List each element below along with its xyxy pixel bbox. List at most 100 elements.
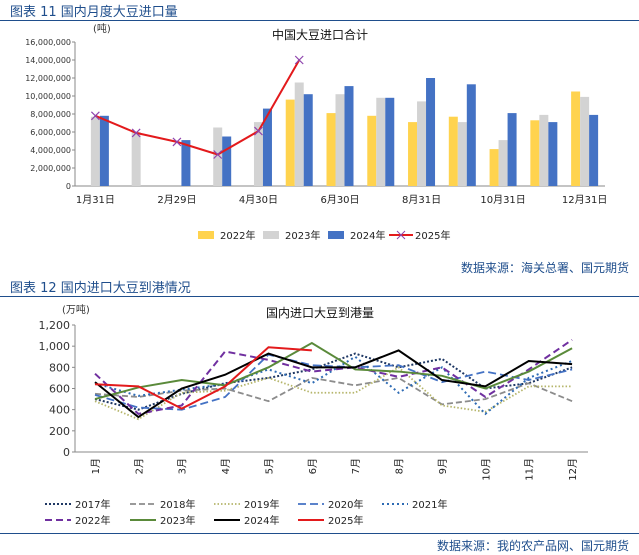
bar-2024年	[181, 140, 191, 186]
legend-label: 2018年	[160, 498, 195, 511]
y-tick-label: 14,000,000	[25, 56, 71, 65]
marker-2025	[254, 126, 263, 136]
series-line-2025年	[94, 346, 312, 410]
bar-2022年	[571, 91, 581, 186]
y-tick-label: 6,000,000	[30, 128, 71, 137]
marker-2025	[172, 137, 182, 147]
series-line-2023年	[94, 341, 573, 401]
legend-marker	[396, 230, 406, 240]
bar-2023年	[294, 82, 304, 186]
bar-2024年	[548, 122, 558, 186]
bar-2023年	[580, 96, 590, 186]
y-tick-label: 12,000,000	[25, 74, 71, 83]
legend-label: 2022年	[220, 229, 255, 242]
x-tick-label: 1月31日	[76, 194, 115, 206]
series-line-2022年	[94, 338, 573, 415]
x-tick-label: 9月	[437, 458, 449, 474]
bar-2023年	[376, 97, 386, 186]
bar-2024年	[466, 84, 476, 186]
series-line-2024年	[94, 349, 573, 419]
bar-2022年	[448, 116, 458, 186]
y-tick-label: 4,000,000	[30, 146, 71, 155]
y-tick-label: 1,000	[39, 340, 71, 353]
bar-2023年	[335, 94, 345, 186]
x-tick-label: 4月	[220, 458, 232, 474]
bar-2023年	[213, 127, 223, 186]
bar-2023年	[457, 122, 467, 186]
legend-label: 2023年	[285, 229, 320, 242]
x-tick-label: 1月	[90, 458, 102, 474]
x-tick-label: 11月	[524, 458, 536, 481]
x-tick-label: 2月	[133, 458, 145, 474]
y-tick-label: 0	[66, 182, 71, 191]
bar-2023年	[417, 101, 427, 186]
chart-title: 国内进口大豆到港量	[266, 306, 374, 320]
bar-2024年	[385, 97, 395, 186]
bar-2022年	[530, 120, 540, 186]
x-tick-label: 7月	[350, 458, 362, 474]
figure2-header: 图表 12 国内进口大豆到港情况	[0, 276, 639, 297]
y-tick-label: 400	[49, 404, 70, 417]
legend-swatch	[198, 231, 214, 239]
x-tick-label: 12月31日	[562, 194, 607, 206]
bar-2022年	[326, 113, 336, 186]
legend-label: 2019年	[244, 498, 279, 511]
x-tick-label: 8月31日	[402, 194, 441, 206]
chart-title: 中国大豆进口合计	[272, 27, 368, 42]
bar-2024年	[303, 94, 313, 186]
figure2-source: 数据来源：我的农产品网、国元期货	[436, 539, 629, 553]
marker-2025	[294, 55, 304, 65]
bar-2024年	[99, 115, 109, 186]
bar-2022年	[408, 122, 418, 186]
x-tick-label: 6月30日	[320, 194, 359, 206]
x-tick-label: 10月	[480, 458, 492, 481]
legend-label: 2017年	[75, 498, 110, 511]
bar-2024年	[426, 78, 436, 186]
legend-label: 2025年	[415, 229, 450, 242]
figure1-header: 图表 11 国内月度大豆进口量	[0, 0, 639, 21]
x-tick-label: 6月	[307, 458, 319, 474]
bar-2023年	[253, 122, 263, 186]
y-tick-label: 10,000,000	[25, 92, 71, 101]
bar-2023年	[498, 140, 508, 186]
monthly-import-chart: 0 2,000,000 4,000,000 6,000,000 8,000,000 10,…	[25, 22, 607, 242]
x-tick-label: 8月	[394, 458, 406, 474]
series-line-2020年	[94, 353, 573, 411]
x-tick-label: 2月29日	[157, 194, 196, 206]
y-tick-label: 16,000,000	[25, 38, 71, 47]
y-tick-label: 600	[49, 383, 70, 396]
bar-2022年	[489, 149, 499, 186]
y-tick-label: 8,000,000	[30, 110, 71, 119]
x-tick-label: 12月	[567, 458, 579, 481]
marker-2025	[90, 111, 100, 121]
legend-label: 2024年	[244, 514, 279, 527]
y-unit-label: (万吨)	[62, 303, 90, 316]
marker-2025	[131, 128, 141, 138]
bar-2024年	[344, 86, 354, 186]
bar-2023年	[131, 132, 141, 186]
figure1-source: 数据来源：海关总署、国元期货	[460, 261, 629, 275]
legend-label: 2025年	[328, 514, 363, 527]
series-line-2018年	[94, 376, 573, 406]
x-tick-label: 4月30日	[239, 194, 278, 206]
legend-label: 2021年	[412, 498, 447, 511]
bar-2022年	[285, 99, 295, 186]
marker-2025	[213, 150, 223, 159]
figure2-caption: 图表 12 国内进口大豆到港情况	[10, 281, 191, 296]
figure1-caption: 图表 11 国内月度大豆进口量	[10, 5, 178, 20]
legend-label: 2023年	[160, 514, 195, 527]
bar-2024年	[262, 108, 272, 186]
x-tick-label: 10月31日	[480, 194, 525, 206]
bar-2023年	[539, 114, 549, 186]
footer-divider	[0, 533, 639, 534]
line-2025	[94, 59, 301, 156]
y-tick-label: 200	[49, 425, 70, 438]
x-tick-label: 3月	[177, 458, 189, 474]
y-tick-label: 2,000,000	[30, 164, 71, 173]
y-tick-label: 1,200	[39, 319, 71, 332]
x-tick-label: 5月	[263, 458, 275, 474]
bar-2024年	[507, 113, 517, 186]
y-unit-label: (吨)	[93, 22, 111, 35]
legend-label: 2024年	[350, 229, 385, 242]
bar-2022年	[367, 115, 377, 186]
